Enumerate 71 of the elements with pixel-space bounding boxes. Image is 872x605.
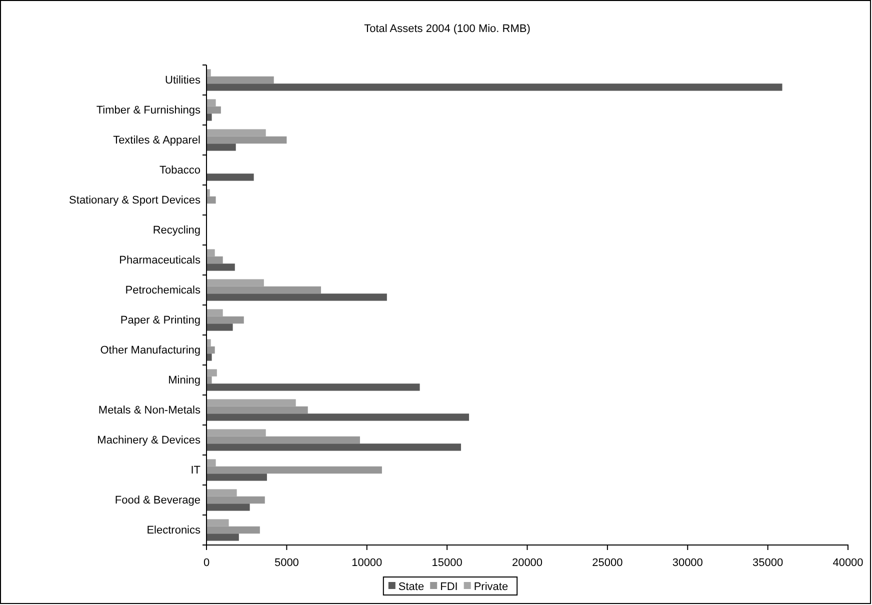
bar [206,69,211,76]
bar [206,264,235,271]
bar [206,339,211,346]
bar [206,249,215,256]
x-tick-label: 10000 [352,557,382,570]
y-tick-label: Tobacco [160,164,200,177]
y-tick-label: Machinery & Devices [97,434,201,447]
bar [206,444,462,451]
bar [206,309,223,316]
y-tick-label: Stationary & Sport Devices [69,194,201,207]
bar [206,129,266,136]
bar [206,76,274,84]
bar [206,136,287,144]
x-tick-label: 25000 [592,557,623,570]
bar [206,429,266,436]
bar [206,474,267,481]
bar [206,196,216,204]
bar [206,459,216,466]
bar [206,504,250,511]
bar [206,279,264,286]
bar [206,286,322,294]
x-tick-label: 30000 [672,557,703,570]
y-tick-label: Textiles & Apparel [113,134,200,147]
bar [206,324,233,331]
y-tick-label: Food & Beverage [114,494,200,507]
legend-label: FDI [440,581,458,593]
bar [206,84,782,91]
bar [206,256,223,264]
bar [206,534,239,541]
bar [206,369,217,376]
y-tick-label: Metals & Non-Metals [98,404,201,417]
y-tick-label: IT [190,464,201,477]
bar [206,189,210,196]
bar [206,466,382,474]
chart-title: Total Assets 2004 (100 Mio. RMB) [364,23,530,35]
y-tick-label: Other Manufacturing [100,344,200,357]
bar [206,519,229,526]
bar [206,489,237,496]
bar [206,294,387,301]
legend-label: State [398,581,424,593]
y-tick-label: Pharmaceuticals [119,254,201,267]
bar [206,436,360,444]
y-tick-label: Recycling [152,224,200,237]
bar [206,526,260,534]
y-tick-label: Mining [168,374,200,387]
x-tick-label: 0 [203,557,210,570]
bar [206,316,244,324]
x-tick-label: 35000 [752,557,784,570]
x-tick-label: 40000 [832,557,864,570]
bar [206,114,212,121]
y-tick-label: Timber & Furnishings [96,104,201,117]
bar [206,354,212,361]
x-tick-label: 5000 [274,557,299,570]
y-tick-label: Petrochemicals [125,284,201,297]
y-tick-label: Utilities [165,74,201,87]
legend-label: Private [474,581,508,593]
bar [206,406,308,414]
x-tick-label: 20000 [512,557,543,570]
y-tick-label: Paper & Printing [120,314,200,327]
bar [206,414,470,421]
bar [206,99,216,106]
bar [206,106,221,114]
bar [206,174,254,181]
y-tick-label: Electronics [146,524,201,537]
bar [206,346,215,354]
bar [206,144,236,151]
x-tick-label: 15000 [432,557,462,570]
bar [206,399,296,406]
bar [206,384,420,391]
bar [206,496,265,504]
bar [206,376,212,384]
